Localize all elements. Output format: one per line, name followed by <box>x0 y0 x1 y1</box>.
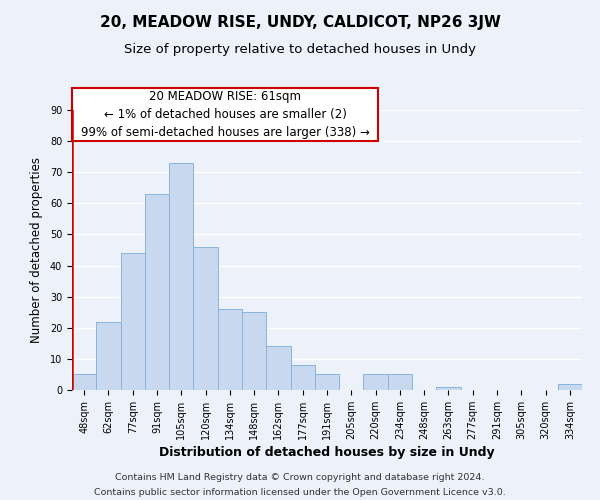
Bar <box>169 163 193 390</box>
X-axis label: Distribution of detached houses by size in Undy: Distribution of detached houses by size … <box>159 446 495 459</box>
Bar <box>558 384 582 390</box>
Bar <box>315 374 339 390</box>
Bar <box>72 374 96 390</box>
Text: Contains public sector information licensed under the Open Government Licence v3: Contains public sector information licen… <box>94 488 506 497</box>
Bar <box>266 346 290 390</box>
FancyBboxPatch shape <box>72 88 378 141</box>
Text: 20 MEADOW RISE: 61sqm
← 1% of detached houses are smaller (2)
99% of semi-detach: 20 MEADOW RISE: 61sqm ← 1% of detached h… <box>80 90 370 139</box>
Bar <box>364 374 388 390</box>
Bar <box>242 312 266 390</box>
Bar <box>290 365 315 390</box>
Bar <box>436 387 461 390</box>
Text: Size of property relative to detached houses in Undy: Size of property relative to detached ho… <box>124 42 476 56</box>
Bar <box>388 374 412 390</box>
Bar <box>121 253 145 390</box>
Bar <box>218 309 242 390</box>
Y-axis label: Number of detached properties: Number of detached properties <box>30 157 43 343</box>
Bar <box>193 247 218 390</box>
Bar <box>96 322 121 390</box>
Bar <box>145 194 169 390</box>
Text: Contains HM Land Registry data © Crown copyright and database right 2024.: Contains HM Land Registry data © Crown c… <box>115 473 485 482</box>
Text: 20, MEADOW RISE, UNDY, CALDICOT, NP26 3JW: 20, MEADOW RISE, UNDY, CALDICOT, NP26 3J… <box>100 15 500 30</box>
